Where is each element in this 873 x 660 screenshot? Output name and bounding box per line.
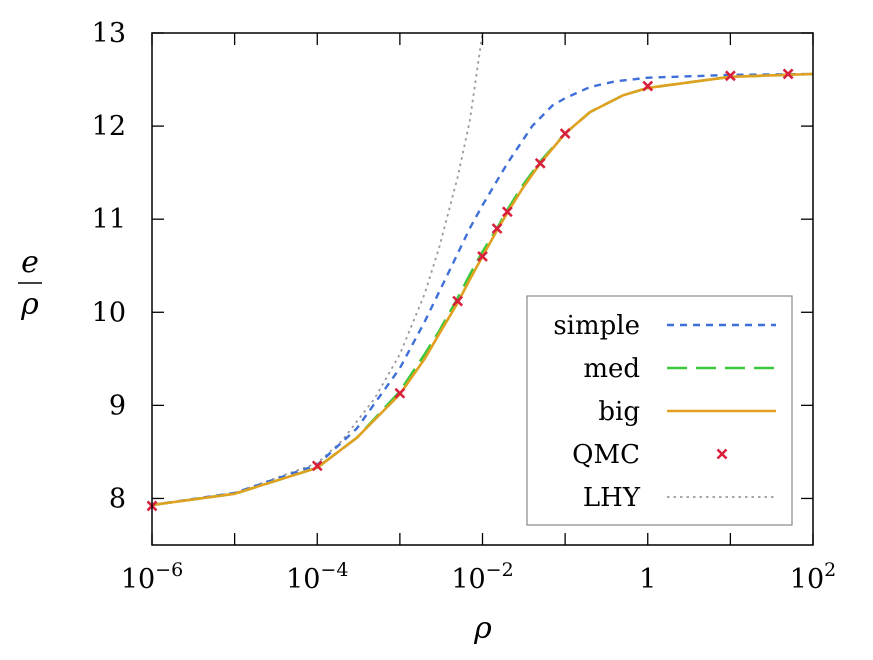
qmc-point bbox=[491, 223, 503, 234]
legend-item-lhy: LHY bbox=[583, 483, 776, 513]
qmc-point bbox=[534, 157, 546, 169]
legend-item-qmc: QMC bbox=[572, 440, 728, 470]
y-tick-label: 13 bbox=[92, 18, 126, 49]
legend-label: simple bbox=[553, 311, 640, 341]
qmc-point bbox=[394, 387, 406, 399]
y-tick-label: 12 bbox=[92, 111, 126, 142]
qmc-point bbox=[452, 295, 464, 307]
x-tick-label: 10−6 bbox=[121, 559, 183, 595]
x-tick-label: 10−4 bbox=[286, 559, 348, 595]
series-line-lhy bbox=[152, 33, 484, 506]
y-axis-label: e ρ bbox=[18, 245, 42, 322]
y-tick-labels: 8 9 10 11 12 13 bbox=[92, 18, 126, 514]
series-line-simple bbox=[152, 72, 813, 507]
x-tick-label: 10−2 bbox=[451, 559, 513, 595]
legend-item-med: med bbox=[583, 354, 776, 384]
legend-label: big bbox=[598, 397, 640, 427]
y-tick-label: 11 bbox=[92, 204, 126, 235]
legend-item-simple: simple bbox=[553, 311, 776, 341]
qmc-point bbox=[642, 80, 654, 92]
qmc-point bbox=[724, 70, 736, 82]
legend-label: QMC bbox=[572, 440, 640, 470]
qmc-point bbox=[501, 206, 513, 218]
qmc-point bbox=[477, 250, 488, 262]
qmc-markers bbox=[146, 68, 794, 512]
x-tick-label: 102 bbox=[790, 559, 836, 595]
qmc-point bbox=[311, 460, 323, 472]
x-axis-label: ρ bbox=[473, 611, 492, 646]
y-axis-label-numerator: e bbox=[21, 245, 39, 280]
y-tick-label: 10 bbox=[92, 297, 126, 328]
y-axis-label-denominator: ρ bbox=[20, 287, 39, 322]
y-tick-label: 8 bbox=[109, 483, 126, 514]
legend-label: med bbox=[583, 354, 640, 384]
series-line-big bbox=[152, 72, 813, 507]
axis-ticks bbox=[151, 32, 814, 545]
qmc-point bbox=[782, 68, 794, 80]
x-tick-label: 1 bbox=[639, 564, 656, 595]
legend-label: LHY bbox=[583, 483, 641, 513]
y-tick-label: 9 bbox=[109, 390, 126, 421]
qmc-point bbox=[559, 128, 571, 139]
legend-swatch bbox=[716, 448, 728, 460]
curves bbox=[152, 33, 813, 507]
x-tick-labels: 10−6 10−4 10−2 1 102 bbox=[121, 559, 836, 595]
legend: simple med big QMC LHY bbox=[526, 295, 793, 526]
legend-item-big: big bbox=[598, 397, 776, 427]
